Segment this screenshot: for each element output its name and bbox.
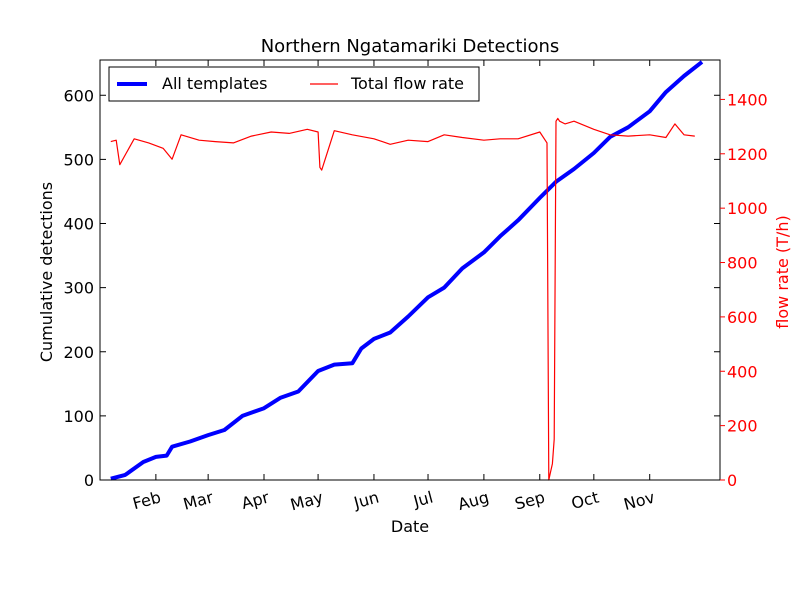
legend: All templates Total flow rate [108, 66, 480, 102]
x-axis-label: Date [391, 517, 429, 536]
legend-label-flow: Total flow rate [350, 74, 464, 93]
y-right-tick-label: 400 [727, 362, 758, 381]
y-right-tick-label: 1200 [727, 145, 768, 164]
y-right-tick-label: 0 [727, 471, 737, 490]
y-left-tick-label: 100 [63, 407, 94, 426]
y-left-tick-label: 600 [63, 86, 94, 105]
series-layer [110, 60, 704, 481]
plot-frame [99, 59, 721, 481]
x-tick-label: Oct [569, 488, 601, 514]
x-tick-label: Jun [351, 488, 381, 513]
y-right-tick-label: 600 [727, 308, 758, 327]
y-right-tick-label: 200 [727, 417, 758, 436]
x-tick-label: May [288, 488, 325, 515]
y-left-tick-label: 200 [63, 343, 94, 362]
series-line-flow-rate [110, 117, 695, 481]
chart-title: Northern Ngatamariki Detections [261, 36, 560, 57]
x-tick-label: Mar [181, 487, 215, 513]
y-right-tick-label: 800 [727, 254, 758, 273]
plot-area [100, 60, 720, 480]
y-left-tick-label: 300 [63, 279, 94, 298]
legend-label-detections: All templates [162, 74, 267, 93]
y-axis-right-label: flow rate (T/h) [773, 215, 792, 328]
x-tick-label: Nov [622, 488, 657, 514]
x-tick-label: Apr [239, 487, 271, 513]
x-tick-label: Feb [131, 488, 163, 514]
legend-box [108, 66, 480, 102]
y-left-tick-label: 500 [63, 150, 94, 169]
x-tick-label: Sep [513, 488, 547, 514]
x-tick-label: Aug [456, 488, 491, 514]
plot-background [100, 60, 720, 480]
y-axis-left-label: Cumulative detections [37, 182, 56, 362]
y-right-tick-label: 1400 [727, 90, 768, 109]
y-right-tick-label: 1000 [727, 199, 768, 218]
y-left-tick-label: 0 [84, 471, 94, 490]
y-left-tick-label: 400 [63, 215, 94, 234]
x-tick-label: Jul [411, 488, 436, 512]
series-line-detections [110, 60, 704, 481]
